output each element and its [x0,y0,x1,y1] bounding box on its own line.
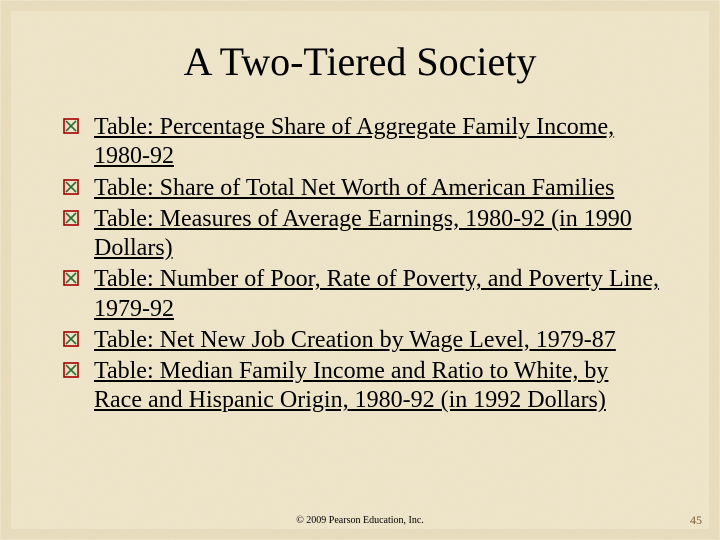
copyright-text: © 2009 Pearson Education, Inc. [0,515,720,526]
list-item[interactable]: Table: Net New Job Creation by Wage Leve… [88,326,660,355]
list-item[interactable]: Table: Measures of Average Earnings, 198… [88,205,660,264]
list-item-label: Table: Measures of Average Earnings, 198… [94,206,632,261]
list-item[interactable]: Table: Median Family Income and Ratio to… [88,357,660,416]
list-item[interactable]: Table: Share of Total Net Worth of Ameri… [88,174,660,203]
bullet-icon [62,178,80,196]
bullet-icon [62,269,80,287]
list-item-label: Table: Number of Poor, Rate of Poverty, … [94,266,659,321]
list-item[interactable]: Table: Number of Poor, Rate of Poverty, … [88,265,660,324]
bullet-icon [62,209,80,227]
bullet-icon [62,117,80,135]
list-item-label: Table: Share of Total Net Worth of Ameri… [94,175,614,201]
slide-title: A Two-Tiered Society [60,38,660,85]
bullet-icon [62,330,80,348]
list-item[interactable]: Table: Percentage Share of Aggregate Fam… [88,113,660,172]
bullet-icon [62,361,80,379]
list-item-label: Table: Median Family Income and Ratio to… [94,358,608,413]
content-list: Table: Percentage Share of Aggregate Fam… [60,113,660,416]
list-item-label: Table: Percentage Share of Aggregate Fam… [94,114,614,169]
page-number: 45 [690,513,702,528]
slide: A Two-Tiered Society Table: Percentage S… [0,0,720,540]
list-item-label: Table: Net New Job Creation by Wage Leve… [94,327,616,353]
